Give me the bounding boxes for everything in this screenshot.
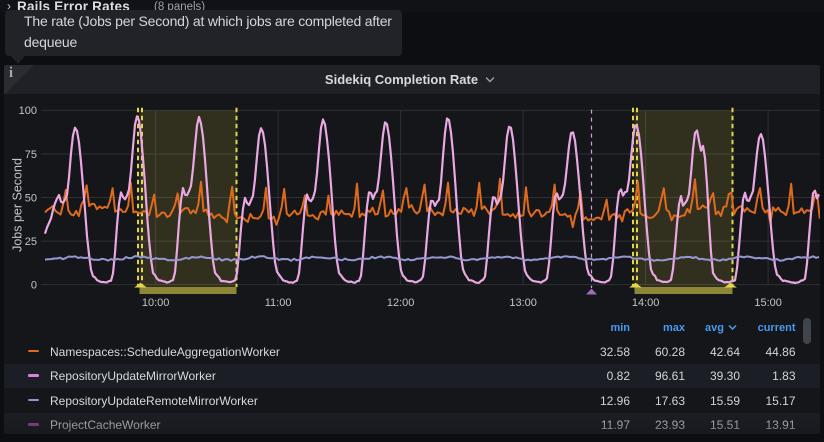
svg-text:25: 25 <box>25 236 37 248</box>
svg-text:15:00: 15:00 <box>754 297 782 309</box>
svg-text:Jobs per Second: Jobs per Second <box>11 158 25 252</box>
svg-text:11:00: 11:00 <box>265 297 292 309</box>
svg-text:50: 50 <box>25 192 37 204</box>
svg-text:14:00: 14:00 <box>632 297 660 309</box>
svg-text:10:00: 10:00 <box>142 297 170 309</box>
svg-text:75: 75 <box>25 149 37 161</box>
svg-text:12:00: 12:00 <box>387 297 415 309</box>
svg-text:0: 0 <box>31 279 37 291</box>
svg-text:13:00: 13:00 <box>509 297 537 309</box>
svg-text:100: 100 <box>19 105 37 117</box>
